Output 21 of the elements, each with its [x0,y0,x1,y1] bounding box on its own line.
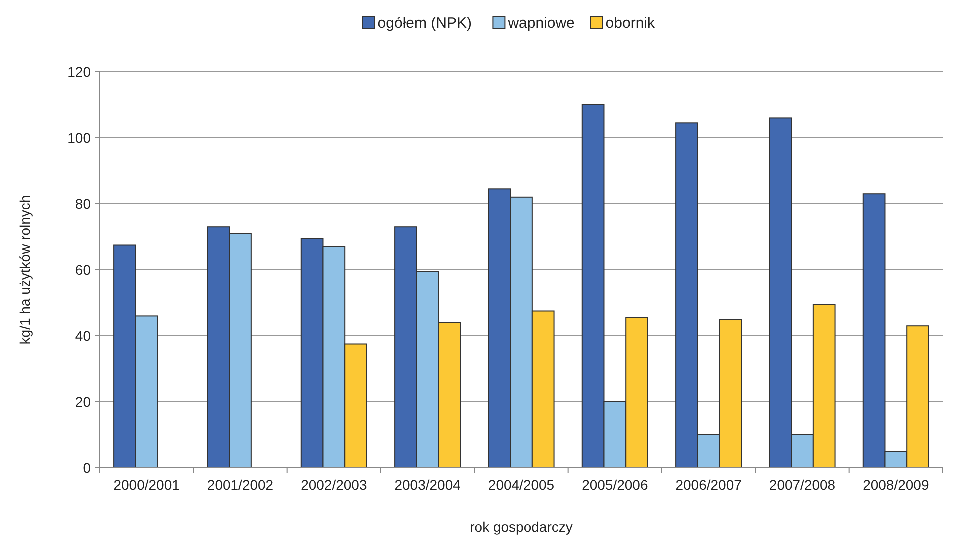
x-tick-label: 2004/2005 [488,477,555,493]
legend-label: obornik [606,15,656,32]
x-tick-label: 2006/2007 [676,477,742,493]
y-tick-label: 100 [68,130,92,146]
legend-label: ogółem (NPK) [378,15,472,32]
x-axis-title: rok gospodarczy [470,519,573,535]
x-tick-label: 2005/2006 [582,477,648,493]
y-tick-label: 0 [83,460,92,476]
x-tick-label: 2003/2004 [394,477,462,493]
y-axis-title: kg/1 ha użytków rolnych [17,195,33,345]
y-tick-label: 20 [75,394,92,410]
legend-label: wapniowe [507,15,575,32]
x-tick-label: 2002/2003 [301,477,368,493]
y-tick-label: 60 [75,262,92,278]
y-tick-label: 40 [75,328,92,344]
x-tick-label: 2001/2002 [207,477,274,493]
y-tick-label: 120 [68,64,92,80]
y-tick-label: 80 [75,196,92,212]
x-tick-label: 2000/2001 [114,477,180,493]
x-tick-label: 2008/2009 [863,477,930,493]
x-tick-label: 2007/2008 [769,477,836,493]
